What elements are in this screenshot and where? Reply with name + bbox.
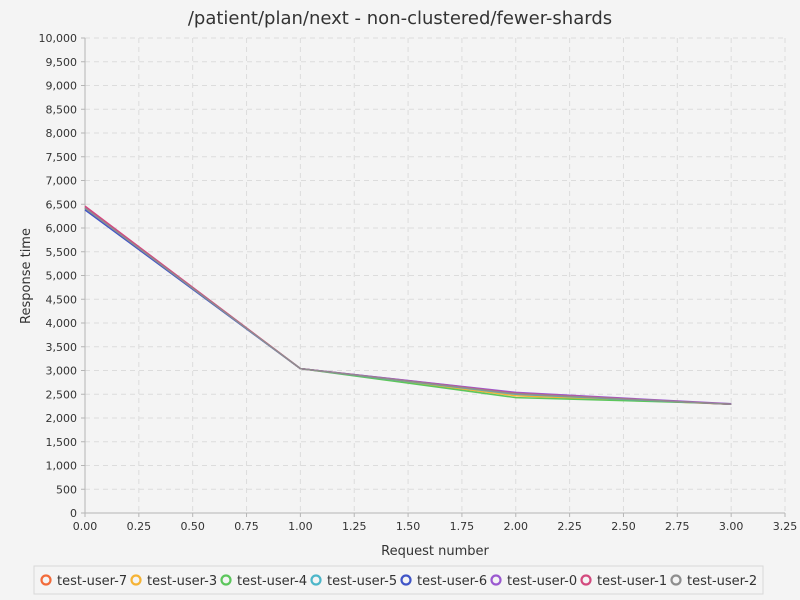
- legend-label: test-user-0: [507, 574, 577, 589]
- x-tick-label: 0.50: [180, 520, 205, 533]
- y-tick-label: 5,000: [46, 270, 78, 283]
- x-tick-label: 1.00: [288, 520, 313, 533]
- y-axis-label: Response time: [19, 228, 34, 324]
- legend-marker: [310, 574, 322, 586]
- y-tick-label: 1,000: [46, 460, 78, 473]
- legend-marker: [670, 574, 682, 586]
- y-tick-label: 8,500: [46, 103, 78, 116]
- series-lines: [84, 205, 732, 405]
- y-tick-label: 2,000: [46, 412, 78, 425]
- x-tick-label: 1.25: [342, 520, 367, 533]
- series-line-test-user-2: [84, 207, 732, 405]
- x-tick-label: 2.25: [557, 520, 582, 533]
- y-tick-label: 7,500: [46, 151, 78, 164]
- legend-marker: [40, 574, 52, 586]
- legend-marker: [400, 574, 412, 586]
- y-tick-label: 7,000: [46, 175, 78, 188]
- legend-label: test-user-5: [327, 574, 397, 589]
- y-tick-label: 3,500: [46, 341, 78, 354]
- legend-label: test-user-2: [687, 574, 757, 589]
- x-tick-label: 2.00: [504, 520, 529, 533]
- legend-label: test-user-3: [147, 574, 217, 589]
- x-tick-label: 3.00: [719, 520, 744, 533]
- grid-lines: [84, 37, 786, 514]
- legend-label: test-user-1: [597, 574, 667, 589]
- x-tick-label: 0.75: [234, 520, 259, 533]
- y-tick-label: 9,000: [46, 80, 78, 93]
- x-axis-label: Request number: [381, 544, 489, 559]
- chart-title: /patient/plan/next - non-clustered/fewer…: [188, 8, 612, 29]
- x-tick-label: 1.75: [450, 520, 475, 533]
- y-tick-label: 9,500: [46, 56, 78, 69]
- y-tick-label: 10,000: [39, 32, 78, 45]
- y-tick-label: 3,000: [46, 365, 78, 378]
- y-tick-label: 0: [70, 507, 77, 520]
- y-tick-label: 1,500: [46, 436, 78, 449]
- legend-marker: [490, 574, 502, 586]
- x-tick-label: 1.50: [396, 520, 421, 533]
- x-tick-label: 0.00: [73, 520, 98, 533]
- legend-marker: [130, 574, 142, 586]
- y-tick-label: 500: [56, 483, 77, 496]
- y-tick-label: 4,000: [46, 317, 78, 330]
- y-tick-label: 6,000: [46, 222, 78, 235]
- x-tick-label: 3.25: [773, 520, 798, 533]
- legend-label: test-user-7: [57, 574, 127, 589]
- y-tick-label: 2,500: [46, 388, 78, 401]
- axes: 0 500 1,000 1,500 2,000 2,500 3,000 3,500 4,000 4…: [39, 32, 798, 533]
- legend-box: [33, 565, 764, 595]
- y-tick-label: 6,500: [46, 198, 78, 211]
- y-tick-label: 4,500: [46, 293, 78, 306]
- legend-marker: [220, 574, 232, 586]
- x-tick-label: 2.50: [611, 520, 636, 533]
- legend-label: test-user-4: [237, 574, 307, 589]
- x-tick-label: 2.75: [665, 520, 690, 533]
- legend: test-user-7 test-user-3 test-user-4 test-us…: [33, 565, 764, 595]
- y-tick-label: 5,500: [46, 246, 78, 259]
- x-tick-label: 0.25: [127, 520, 152, 533]
- legend-marker: [580, 574, 592, 586]
- y-tick-label: 8,000: [46, 127, 78, 140]
- legend-label: test-user-6: [417, 574, 487, 589]
